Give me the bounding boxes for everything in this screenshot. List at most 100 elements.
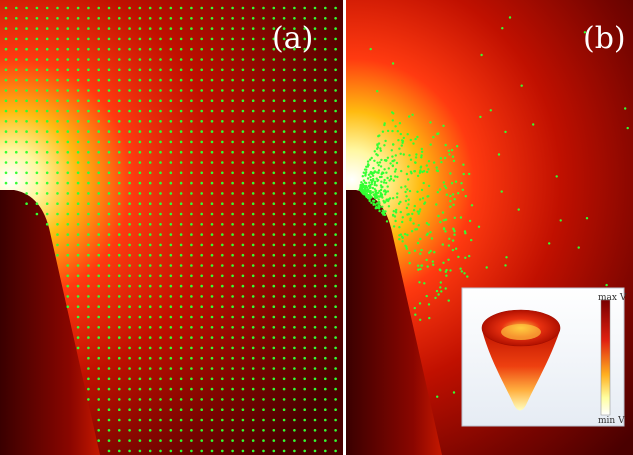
sample-point [107, 284, 111, 288]
sample-point [460, 270, 463, 273]
sample-point [368, 199, 371, 203]
sample-point [45, 109, 49, 113]
sample-point [190, 181, 193, 185]
sample-point [56, 17, 59, 20]
sample-point [25, 17, 28, 20]
sample-point [138, 418, 142, 422]
sample-point [56, 99, 59, 102]
sample-point [56, 181, 59, 185]
sample-point [407, 198, 410, 201]
sample-point [392, 112, 395, 115]
sample-point [262, 305, 265, 309]
sample-point [148, 243, 152, 247]
sample-point [221, 429, 224, 432]
sample-point [128, 326, 131, 329]
sample-point [241, 99, 245, 102]
sample-point [138, 6, 142, 10]
sample-point [324, 130, 327, 133]
sample-point [407, 178, 410, 181]
sample-point [293, 192, 296, 195]
sample-point [76, 140, 80, 144]
sample-point [231, 140, 234, 144]
sample-point [419, 267, 422, 271]
sample-point [262, 284, 265, 288]
sample-point [138, 120, 142, 123]
sample-point [200, 89, 203, 92]
sample-point [128, 58, 131, 61]
sample-point [381, 211, 384, 214]
sample-point [420, 147, 423, 151]
sample-point [334, 408, 337, 412]
sample-point [128, 315, 131, 319]
sample-point [377, 169, 381, 172]
sample-point [107, 439, 111, 442]
sample-point [138, 58, 142, 61]
sample-point [138, 336, 142, 339]
sample-point [118, 356, 121, 360]
sample-point [361, 175, 364, 178]
sample-point [221, 161, 224, 164]
sample-point [395, 161, 399, 165]
sample-point [56, 233, 59, 236]
sample-point [148, 326, 152, 329]
sample-point [313, 253, 317, 257]
sample-point [97, 305, 100, 309]
sample-point [148, 120, 152, 123]
sample-point [251, 336, 255, 339]
sample-point [452, 203, 455, 206]
sample-point [87, 253, 90, 257]
sample-point [128, 181, 131, 185]
sample-point [334, 346, 337, 350]
sample-point [435, 289, 439, 293]
sample-point [262, 233, 265, 236]
sample-point [97, 429, 100, 432]
sample-point [66, 89, 70, 92]
sample-point [313, 58, 317, 61]
sample-point [303, 305, 307, 309]
sample-point [66, 78, 70, 82]
sample-point [87, 171, 90, 175]
sample-point [464, 256, 467, 259]
sample-point [76, 37, 80, 41]
sample-point [138, 171, 142, 175]
sample-point [303, 109, 307, 113]
sample-point [107, 58, 111, 61]
sample-point [56, 202, 59, 205]
sample-point [385, 220, 389, 223]
sample-point [4, 68, 8, 72]
sample-point [293, 161, 296, 164]
sample-point [262, 367, 265, 370]
sample-point [159, 37, 162, 41]
sample-point [190, 356, 193, 360]
sample-point [251, 387, 255, 391]
sample-point [148, 150, 152, 154]
sample-point [210, 58, 214, 61]
sample-point [334, 89, 337, 92]
sample-point [457, 255, 460, 259]
sample-point [200, 150, 203, 154]
sample-point [517, 208, 520, 211]
sample-point [393, 170, 397, 173]
sample-point [76, 99, 80, 102]
sample-point [272, 6, 276, 10]
sample-point [159, 161, 162, 164]
sample-point [380, 172, 383, 176]
sample-point [293, 253, 296, 257]
sample-point [35, 58, 39, 61]
sample-point [231, 429, 234, 432]
sample-point [282, 284, 286, 288]
sample-point [334, 326, 337, 329]
sample-point [425, 294, 428, 298]
sample-point [45, 68, 49, 72]
sample-point [190, 99, 193, 102]
sample-point [97, 17, 100, 20]
sample-point [262, 295, 265, 298]
sample-point [128, 109, 131, 113]
sample-point [324, 161, 327, 164]
sample-point [35, 161, 39, 164]
sample-point [418, 210, 421, 213]
sample-point [262, 140, 265, 144]
sample-point [505, 256, 508, 259]
sample-point [128, 202, 131, 205]
sample-point [35, 6, 39, 10]
